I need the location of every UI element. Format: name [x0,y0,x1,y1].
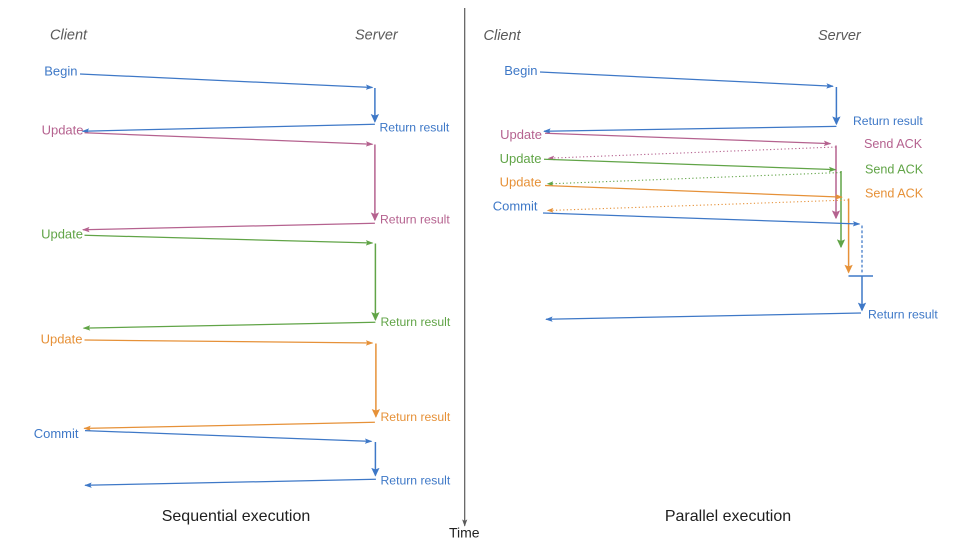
svg-text:Begin: Begin [504,63,537,78]
svg-text:Send ACK: Send ACK [864,137,923,151]
svg-text:Send ACK: Send ACK [865,163,924,177]
svg-text:Begin: Begin [44,63,77,78]
svg-text:Commit: Commit [493,199,538,214]
svg-text:Time: Time [449,525,480,540]
svg-text:Return result: Return result [380,121,450,135]
svg-text:Return result: Return result [381,315,451,329]
svg-text:Send ACK: Send ACK [865,187,924,201]
svg-text:Update: Update [42,122,84,137]
svg-text:Update: Update [500,127,542,142]
svg-text:Update: Update [41,226,83,241]
svg-text:Update: Update [500,175,542,190]
svg-text:Commit: Commit [34,426,79,441]
svg-text:Client: Client [50,28,88,44]
svg-text:Server: Server [818,28,862,44]
svg-text:Return result: Return result [868,308,938,322]
svg-text:Server: Server [355,28,399,44]
svg-text:Update: Update [41,331,83,346]
svg-text:Return result: Return result [381,474,451,488]
svg-text:Client: Client [484,28,522,44]
svg-text:Update: Update [500,151,542,166]
svg-text:Return result: Return result [381,410,451,424]
svg-text:Parallel execution: Parallel execution [665,508,791,525]
svg-text:Return result: Return result [853,114,923,128]
svg-text:Return result: Return result [380,213,450,227]
svg-text:Sequential execution: Sequential execution [162,508,311,525]
